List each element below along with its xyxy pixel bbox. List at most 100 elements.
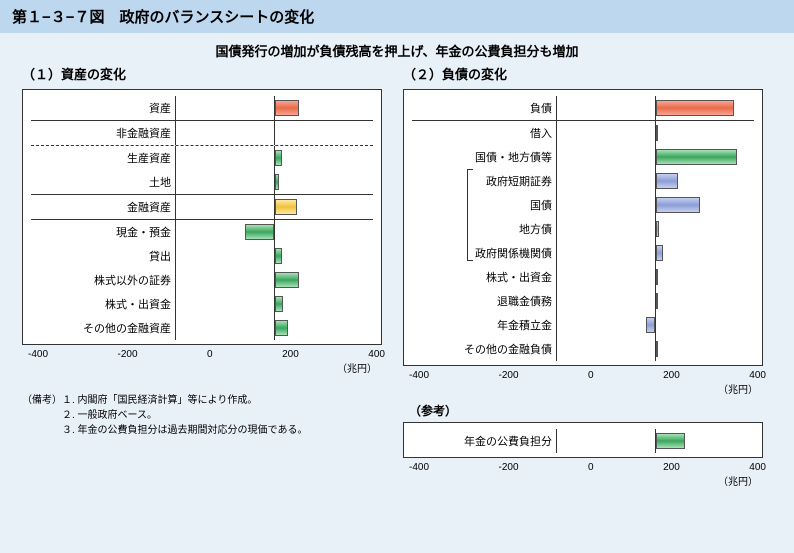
- bar-cell: [556, 289, 754, 313]
- row-label: 負債: [412, 100, 556, 116]
- row-label: 国債・地方債等: [412, 149, 556, 165]
- bar: [656, 245, 663, 261]
- chart-row: 国債: [412, 193, 754, 217]
- axis-tick: 200: [663, 462, 680, 473]
- note-item: ３. 年金の公費負担分は過去期間対応分の現価である。: [62, 423, 307, 438]
- bar-cell: [175, 220, 373, 244]
- row-label: 株式・出資金: [31, 296, 175, 312]
- chart-row: その他の金融資産: [31, 316, 373, 340]
- bar: [275, 320, 289, 336]
- bar-cell: [556, 145, 754, 169]
- chart-row: 借入: [412, 121, 754, 145]
- bar: [275, 150, 282, 166]
- bar-cell: [175, 170, 373, 194]
- left-column: （１）資産の変化 資産非金融資産生産資産土地金融資産現金・預金貸出株式以外の証券…: [16, 64, 397, 488]
- notes-head: （備考）: [22, 393, 62, 438]
- figure-title: 第１−３−７図 政府のバランスシートの変化: [0, 0, 794, 33]
- bar: [656, 341, 658, 357]
- row-label: 国債: [412, 197, 556, 213]
- row-label: 資産: [31, 100, 175, 116]
- assets-axis: -400-2000200400: [22, 349, 391, 360]
- row-label: 退職金債務: [412, 293, 556, 309]
- row-label: 株式以外の証券: [31, 272, 175, 288]
- chart-row: 貸出: [31, 244, 373, 268]
- chart-row: 年金積立金: [412, 313, 754, 337]
- bar-cell: [556, 313, 754, 337]
- chart-row: 年金の公費負担分: [412, 429, 754, 453]
- chart-row: 政府関係機関債: [412, 241, 754, 265]
- row-label: 貸出: [31, 248, 175, 264]
- bar-cell: [175, 96, 373, 120]
- axis-tick: 400: [368, 349, 385, 360]
- axis-tick: -200: [499, 370, 519, 381]
- axis-tick: 0: [207, 349, 213, 360]
- bar-cell: [556, 337, 754, 361]
- row-label: 政府関係機関債: [412, 245, 556, 261]
- bar-cell: [556, 241, 754, 265]
- reference-axis-unit: （兆円）: [403, 473, 772, 488]
- bar: [275, 272, 300, 288]
- bar-cell: [175, 121, 373, 145]
- liabilities-axis-unit: （兆円）: [403, 381, 772, 396]
- bar: [656, 149, 737, 165]
- bar: [656, 173, 678, 189]
- right-column: （２）負債の変化 負債借入国債・地方債等政府短期証券国債地方債政府関係機関債株式…: [397, 64, 778, 488]
- bar: [646, 317, 656, 333]
- row-label: 年金の公費負担分: [412, 433, 556, 449]
- chart-row: 退職金債務: [412, 289, 754, 313]
- bar: [275, 199, 297, 215]
- chart-row: 株式・出資金: [412, 265, 754, 289]
- bar: [656, 197, 700, 213]
- chart-row: 株式以外の証券: [31, 268, 373, 292]
- row-label: 現金・預金: [31, 224, 175, 240]
- axis-tick: -400: [28, 349, 48, 360]
- bar-cell: [175, 292, 373, 316]
- bar-cell: [175, 244, 373, 268]
- axis-tick: 400: [749, 370, 766, 381]
- bar-cell: [556, 217, 754, 241]
- row-label: 株式・出資金: [412, 269, 556, 285]
- bar: [656, 221, 660, 237]
- axis-tick: 0: [588, 462, 594, 473]
- notes-list: １. 内閣府「国民経済計算」等により作成。２. 一般政府ベース。３. 年金の公費…: [62, 393, 307, 438]
- bar: [656, 125, 658, 141]
- bar: [275, 100, 300, 116]
- assets-heading: （１）資産の変化: [22, 64, 391, 83]
- chart-row: 株式・出資金: [31, 292, 373, 316]
- bar-cell: [175, 268, 373, 292]
- assets-axis-unit: （兆円）: [22, 360, 391, 375]
- axis-tick: 200: [282, 349, 299, 360]
- row-label: 生産資産: [31, 150, 175, 166]
- chart-row: 資産: [31, 96, 373, 120]
- row-label: 非金融資産: [31, 125, 175, 141]
- bar-cell: [175, 316, 373, 340]
- row-label: その他の金融負債: [412, 341, 556, 357]
- chart-row: その他の金融負債: [412, 337, 754, 361]
- axis-tick: -200: [499, 462, 519, 473]
- chart-row: 国債・地方債等: [412, 145, 754, 169]
- bar-cell: [556, 121, 754, 145]
- bar: [275, 296, 284, 312]
- chart-row: 政府短期証券: [412, 169, 754, 193]
- row-label: 地方債: [412, 221, 556, 237]
- axis-tick: 0: [588, 370, 594, 381]
- bar-cell: [556, 96, 754, 120]
- row-label: 年金積立金: [412, 317, 556, 333]
- liabilities-heading: （２）負債の変化: [403, 64, 772, 83]
- note-item: １. 内閣府「国民経済計算」等により作成。: [62, 393, 307, 408]
- axis-tick: -400: [409, 370, 429, 381]
- figure-subtitle: 国債発行の増加が負債残高を押上げ、年金の公費負担分も増加: [0, 33, 794, 64]
- bar: [656, 433, 686, 449]
- bar: [275, 248, 282, 264]
- bar: [245, 224, 275, 240]
- bar: [656, 100, 735, 116]
- bar-cell: [556, 265, 754, 289]
- notes: （備考） １. 内閣府「国民経済計算」等により作成。２. 一般政府ベース。３. …: [22, 393, 391, 438]
- liabilities-axis: -400-2000200400: [403, 370, 772, 381]
- bar: [656, 269, 659, 285]
- reference-heading: （参考）: [409, 402, 772, 419]
- row-label: 政府短期証券: [412, 173, 556, 189]
- bar: [656, 293, 658, 309]
- chart-row: 生産資産: [31, 146, 373, 170]
- axis-tick: -400: [409, 462, 429, 473]
